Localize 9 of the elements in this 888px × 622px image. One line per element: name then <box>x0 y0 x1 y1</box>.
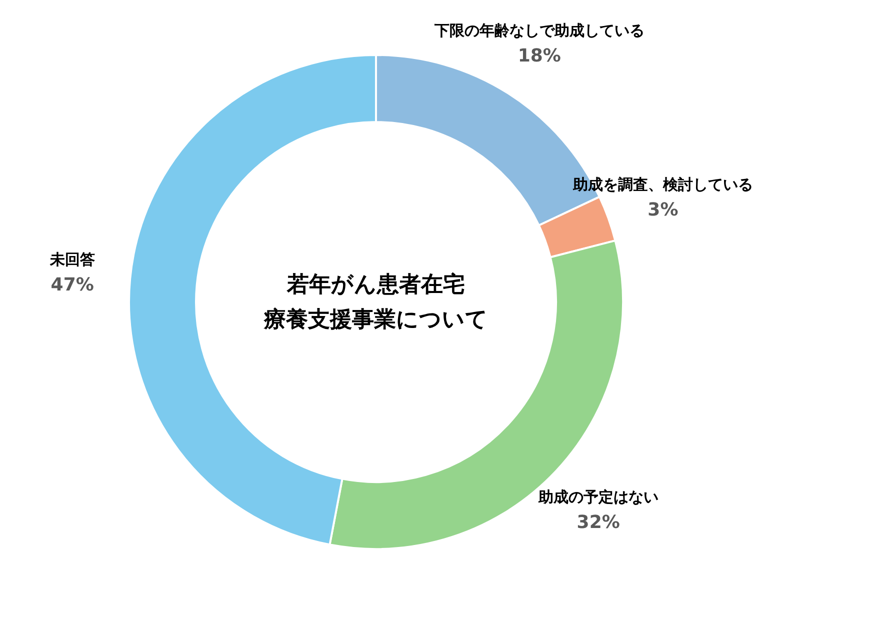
data-label: 32% <box>576 512 620 533</box>
slice-label: 助成の予定はない <box>537 488 658 506</box>
slice-label: 未回答 <box>48 250 95 268</box>
slice-label: 下限の年齢なしで助成している <box>433 21 644 40</box>
data-label: 47% <box>50 274 94 296</box>
text: 若年がん患者在宅療養支援事業について <box>263 272 488 332</box>
slice-label: 助成を調査、検討している <box>572 176 753 194</box>
data-label: 18% <box>518 45 561 66</box>
data-label: 3% <box>648 200 678 221</box>
